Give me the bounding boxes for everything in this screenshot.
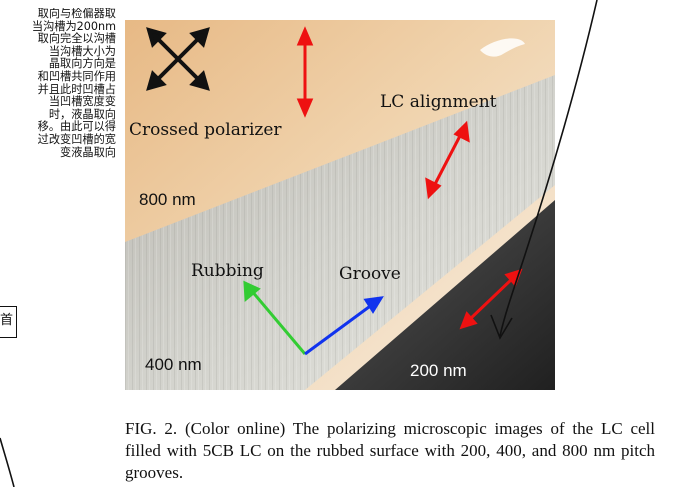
- rubbing-arrow-icon: [243, 280, 307, 355]
- lc-alignment-label: LC alignment: [380, 92, 497, 112]
- margin-note-line: 并且此时凹槽占: [37, 82, 116, 96]
- polarizer-arrow-icon: [296, 26, 314, 118]
- margin-boxed-character: 首: [0, 306, 17, 338]
- region-200nm-label: 200 nm: [410, 361, 467, 380]
- margin-note-line: 当凹槽宽度变: [48, 95, 116, 109]
- margin-note-line: 取向与检偏器取: [37, 8, 116, 20]
- margin-annotation: 取向与检偏器取 当沟槽为200nm 取向完全以沟槽 当沟槽大小为 晶取向方向是 …: [0, 8, 116, 208]
- figure-caption: FIG. 2. (Color online) The polarizing mi…: [125, 419, 655, 482]
- lc-alignment-arrow-icon: [425, 120, 470, 200]
- margin-note-line: 和凹槽共同作用: [37, 69, 116, 83]
- margin-note-line: 过改变凹槽的宽: [37, 132, 116, 146]
- margin-note-line: 晶取向方向是: [48, 57, 116, 71]
- margin-note-line: 时，液晶取向: [48, 107, 116, 121]
- margin-note-line: 移。由此可以得: [37, 120, 116, 134]
- micrograph-figure: Crossed polarizer LC alignment 800 nm Ru…: [125, 20, 555, 390]
- margin-note-line: 当沟槽为200nm: [31, 19, 116, 33]
- groove-streaks: [125, 75, 555, 390]
- crossed-polarizer-label: Crossed polarizer: [129, 120, 282, 140]
- pen-stroke-left: [0, 437, 15, 487]
- groove-arrow-icon: [304, 296, 384, 356]
- region-800nm-label: 800 nm: [139, 190, 196, 209]
- margin-note-line: 变液晶取向: [60, 145, 116, 159]
- groove-label: Groove: [339, 264, 401, 284]
- rubbing-label: Rubbing: [191, 261, 264, 281]
- region-400nm-label: 400 nm: [145, 355, 202, 374]
- margin-note-line: 当沟槽大小为: [48, 44, 116, 58]
- micrograph-image: [125, 20, 555, 390]
- margin-note-line: 取向完全以沟槽: [37, 32, 116, 46]
- crossed-polarizer-icon: [146, 27, 210, 91]
